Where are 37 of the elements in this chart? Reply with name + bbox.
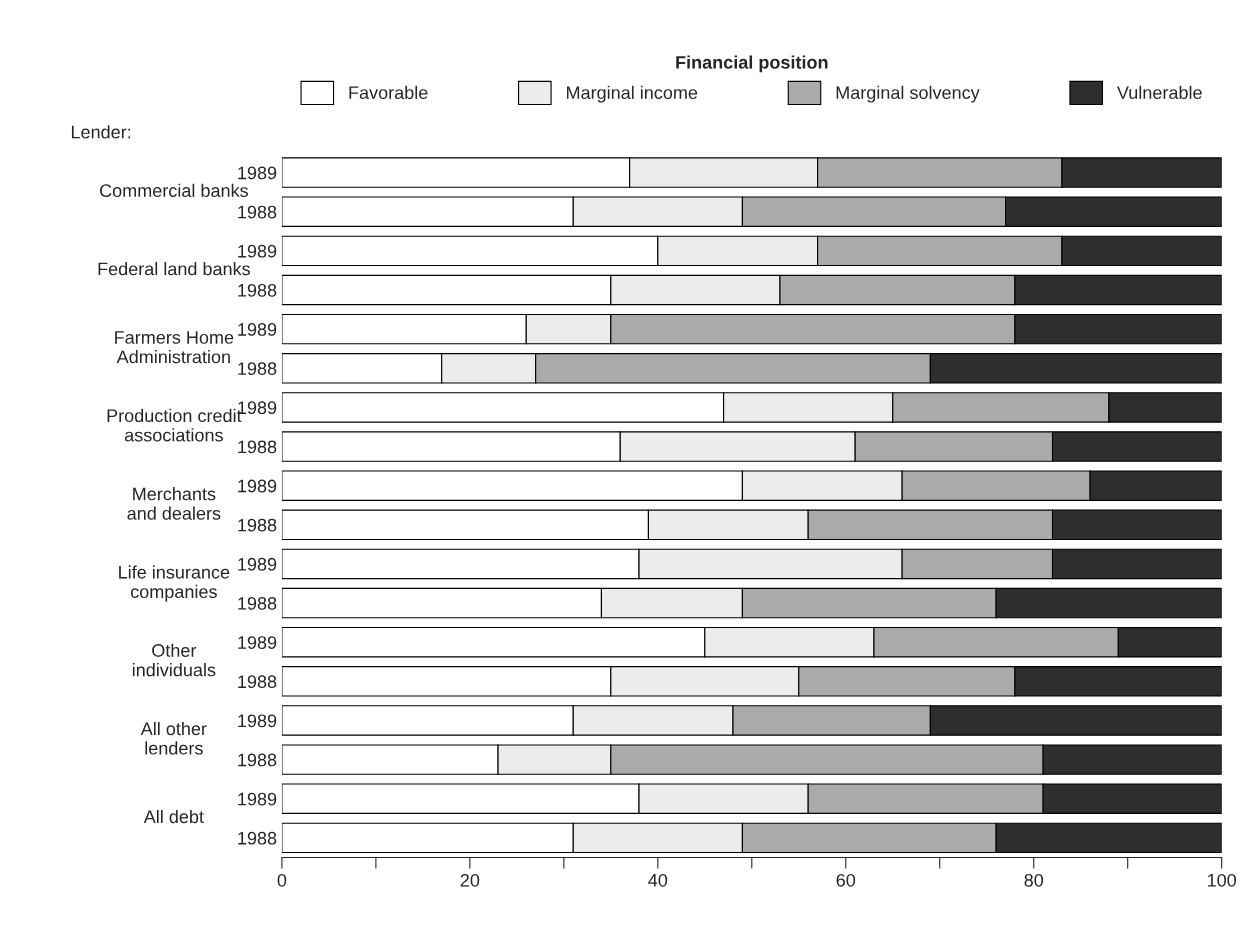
y-tick-label: 1988 [238, 205, 277, 219]
y-tick-label: 1988 [238, 518, 277, 532]
y-tick-label: 1989 [238, 714, 277, 728]
y-tick-label: 1989 [238, 166, 277, 180]
x-tick-label: 20 [460, 873, 480, 887]
x-tick-label: 60 [836, 873, 856, 887]
text: All other lenders [140, 721, 207, 755]
y-tick-label: 1989 [238, 323, 277, 336]
y-tick-label: 1988 [238, 597, 277, 610]
text: Merchants and dealers [127, 487, 221, 520]
legend-label: Marginal solvency [836, 85, 980, 103]
text: Lender: [71, 125, 131, 139]
legend-title: Financial position [676, 55, 828, 73]
x-tick-label: 80 [1024, 873, 1044, 887]
y-tick-label: 1988 [238, 753, 277, 767]
legend-label: Marginal income [566, 85, 698, 103]
y-tick-label: 1989 [238, 244, 277, 258]
y-tick-label: 1988 [238, 831, 277, 845]
y-tick-label: 1989 [238, 636, 277, 649]
text: Life insurance companies [119, 565, 230, 602]
y-tick-label: 1988 [238, 362, 277, 375]
legend-label: Vulnerable [1116, 85, 1202, 100]
x-tick-label: 100 [1207, 873, 1237, 887]
legend-label: Favorable [349, 85, 428, 100]
text: All debt [143, 809, 204, 824]
text: Farmers Home Administration [115, 331, 234, 364]
text: Other individuals [132, 643, 216, 677]
x-tick-label: 40 [648, 873, 668, 887]
y-tick-label: 1989 [238, 792, 277, 806]
text: Federal land banks [98, 262, 250, 276]
x-tick-label: 0 [277, 873, 287, 887]
text: Commercial banks [100, 183, 248, 198]
y-tick-label: 1988 [238, 283, 277, 297]
y-tick-label: 1988 [238, 675, 277, 689]
y-tick-label: 1988 [238, 440, 277, 454]
y-tick-label: 1989 [238, 479, 277, 493]
y-tick-label: 1989 [238, 557, 277, 571]
